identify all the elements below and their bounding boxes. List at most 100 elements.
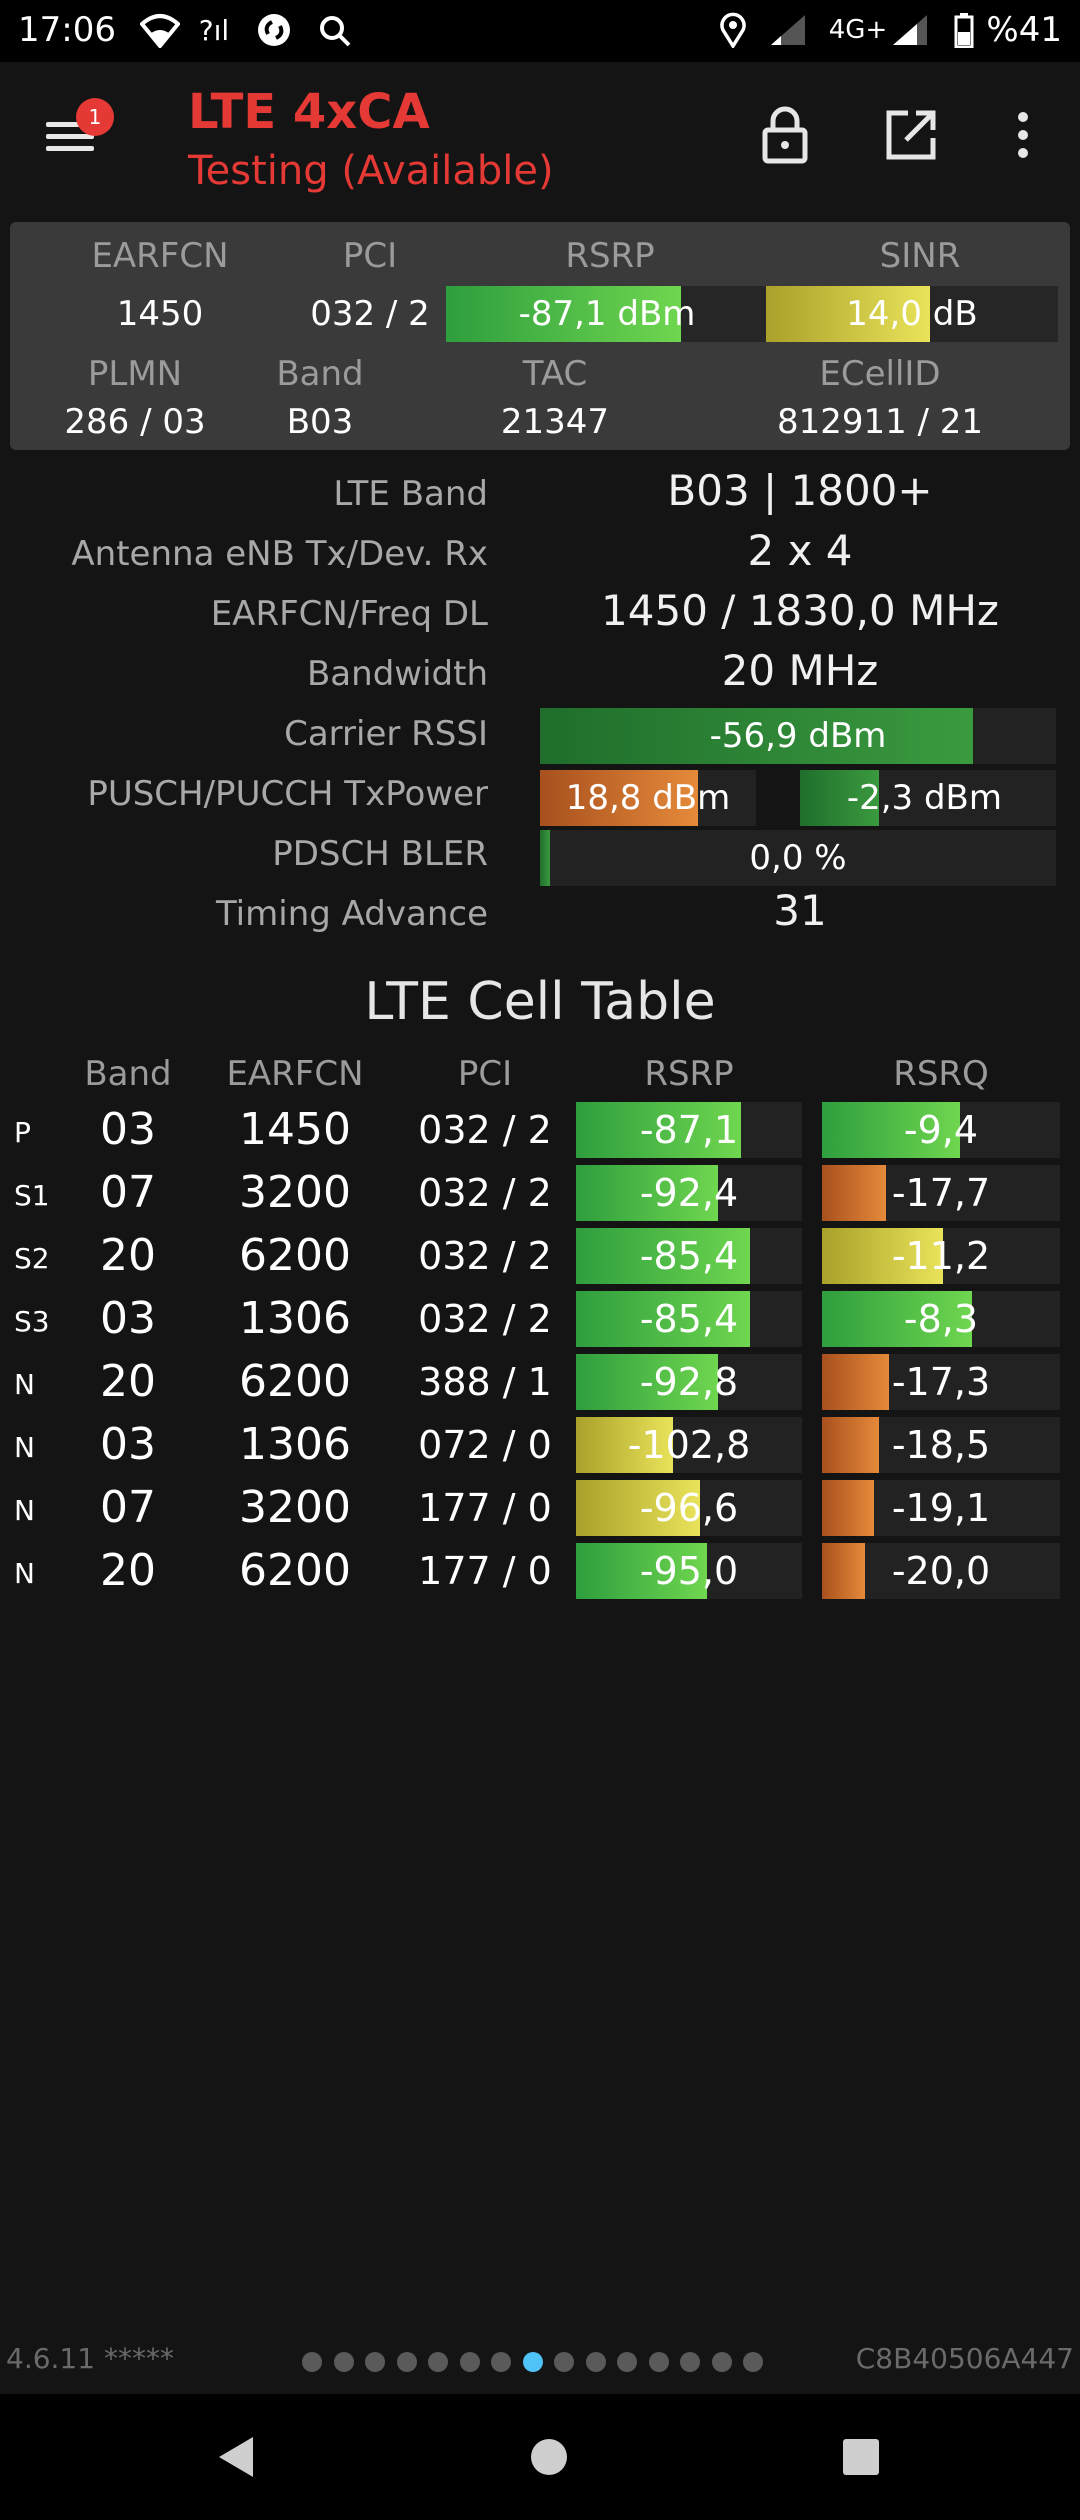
earfcn-label: EARFCN <box>91 236 229 276</box>
rsrq-bar: -11,2 <box>822 1228 1060 1284</box>
cell-table-title: LTE Cell Table <box>364 972 716 1032</box>
page-dot[interactable] <box>302 2352 322 2372</box>
more-vert-icon[interactable] <box>988 100 1058 170</box>
cell-pci: 032 / 2 <box>418 1171 552 1215</box>
app-version: 4.6.11 ***** <box>6 2342 174 2375</box>
page-dot[interactable] <box>365 2352 385 2372</box>
recents-icon[interactable] <box>826 2422 896 2492</box>
detail-label: Timing Advance <box>215 894 488 934</box>
cell-rsrp: -95,0 <box>639 1549 739 1593</box>
rsrp-bar-fill <box>576 1354 719 1410</box>
page-dot[interactable] <box>585 2352 606 2372</box>
cell-band: 03 <box>100 1419 156 1470</box>
ecellid-value: 812911 / 21 <box>776 402 984 442</box>
page-dot[interactable] <box>711 2352 732 2372</box>
cell-role: N <box>14 1557 35 1590</box>
cell-band: 07 <box>100 1167 156 1218</box>
cell-role: N <box>14 1431 35 1464</box>
back-icon[interactable] <box>200 2422 270 2492</box>
header-rsrp: RSRP <box>644 1054 734 1094</box>
rsrp-bar-fill <box>446 286 682 342</box>
page-dot[interactable] <box>743 2352 763 2372</box>
sinr-bar: 14,0 dB <box>766 286 1058 342</box>
device-id: C8B40506A447 <box>855 2342 1074 2375</box>
cell-rsrp: -102,8 <box>627 1423 751 1467</box>
rsrp-bar: -92,4 <box>576 1165 802 1221</box>
menu-button[interactable] <box>40 112 100 162</box>
detail-label: EARFCN/Freq DL <box>210 594 488 634</box>
rsrp-bar: -92,8 <box>576 1354 802 1410</box>
signal-icon <box>890 10 930 50</box>
nav-bar <box>0 2394 1080 2520</box>
wifi-icon <box>140 10 180 50</box>
page-dot[interactable] <box>617 2352 637 2372</box>
cell-earfcn: 6200 <box>239 1356 351 1407</box>
cell-earfcn: 6200 <box>239 1230 351 1281</box>
rsrq-bar: -20,0 <box>822 1543 1060 1599</box>
page-dot[interactable] <box>680 2352 700 2372</box>
battery-level: %41 <box>986 10 1062 50</box>
rsrq-bar: -9,4 <box>822 1102 1060 1158</box>
page-dot[interactable] <box>554 2352 574 2372</box>
cell-role: N <box>14 1368 35 1401</box>
rsrq-bar: -17,7 <box>822 1165 1060 1221</box>
bler-bar: 0,0 % <box>540 830 1056 886</box>
page-dot[interactable] <box>522 2352 543 2372</box>
shazam-icon <box>254 10 294 50</box>
detail-label: Antenna eNB Tx/Dev. Rx <box>71 534 488 574</box>
cell-pci: 177 / 0 <box>418 1549 552 1593</box>
battery-icon <box>952 10 976 50</box>
cell-rsrq: -17,3 <box>891 1360 991 1404</box>
bandwidth-value: 20 MHz <box>721 646 879 695</box>
menu-icon <box>46 122 94 127</box>
open-external-icon[interactable] <box>876 100 946 170</box>
cell-rsrq: -18,5 <box>891 1423 991 1467</box>
lock-icon[interactable] <box>750 100 820 170</box>
app-bar: 1 LTE 4xCA Testing (Available) <box>0 62 1080 212</box>
rsrq-bar-fill <box>822 1480 875 1536</box>
sinr-value: 14,0 dB <box>846 294 978 334</box>
home-icon[interactable] <box>514 2422 584 2492</box>
rsrq-bar-fill <box>822 1228 944 1284</box>
app-title: LTE 4xCA <box>188 84 430 140</box>
notification-badge: 1 <box>76 98 114 136</box>
cell-pci: 032 / 2 <box>418 1297 552 1341</box>
cell-rsrq: -9,4 <box>903 1108 979 1152</box>
carrier-rssi-value: -56,9 dBm <box>709 716 887 756</box>
page-dot[interactable] <box>459 2352 480 2372</box>
cell-pci: 032 / 2 <box>418 1234 552 1278</box>
location-icon <box>716 10 750 50</box>
page-dot[interactable] <box>333 2352 354 2372</box>
page-dot[interactable] <box>491 2352 511 2372</box>
rsrq-bar: -19,1 <box>822 1480 1060 1536</box>
rsrq-bar: -8,3 <box>822 1291 1060 1347</box>
header-earfcn: EARFCN <box>226 1054 364 1094</box>
cell-role: N <box>14 1494 35 1527</box>
rsrp-bar: -87,1 <box>576 1102 802 1158</box>
cell-rsrq: -17,7 <box>891 1171 991 1215</box>
rsrq-bar: -17,3 <box>822 1354 1060 1410</box>
rsrq-bar-fill <box>822 1165 887 1221</box>
rsrq-bar: -18,5 <box>822 1417 1060 1473</box>
page-indicator[interactable] <box>302 2350 772 2374</box>
bler-value: 0,0 % <box>749 838 847 878</box>
app-subtitle: Testing (Available) <box>188 148 554 194</box>
page-dot[interactable] <box>648 2352 669 2372</box>
network-type: 4G+ <box>828 15 888 45</box>
page-dot[interactable] <box>428 2352 448 2372</box>
cell-band: 07 <box>100 1482 156 1533</box>
tac-label: TAC <box>522 354 588 394</box>
header-pci: PCI <box>457 1054 513 1094</box>
band-label: Band <box>276 354 364 394</box>
cell-band: 20 <box>100 1356 156 1407</box>
header-rsrq: RSRQ <box>893 1054 989 1094</box>
no-signal-icon: ?ıl <box>198 13 230 47</box>
rsrp-bar-fill <box>576 1480 701 1536</box>
cell-pci: 177 / 0 <box>418 1486 552 1530</box>
sinr-label: SINR <box>879 236 961 276</box>
tac-value: 21347 <box>500 402 610 442</box>
page-dot[interactable] <box>396 2352 417 2372</box>
header-band: Band <box>84 1054 172 1094</box>
cell-role: P <box>14 1116 31 1149</box>
cell-earfcn: 1306 <box>239 1419 351 1470</box>
